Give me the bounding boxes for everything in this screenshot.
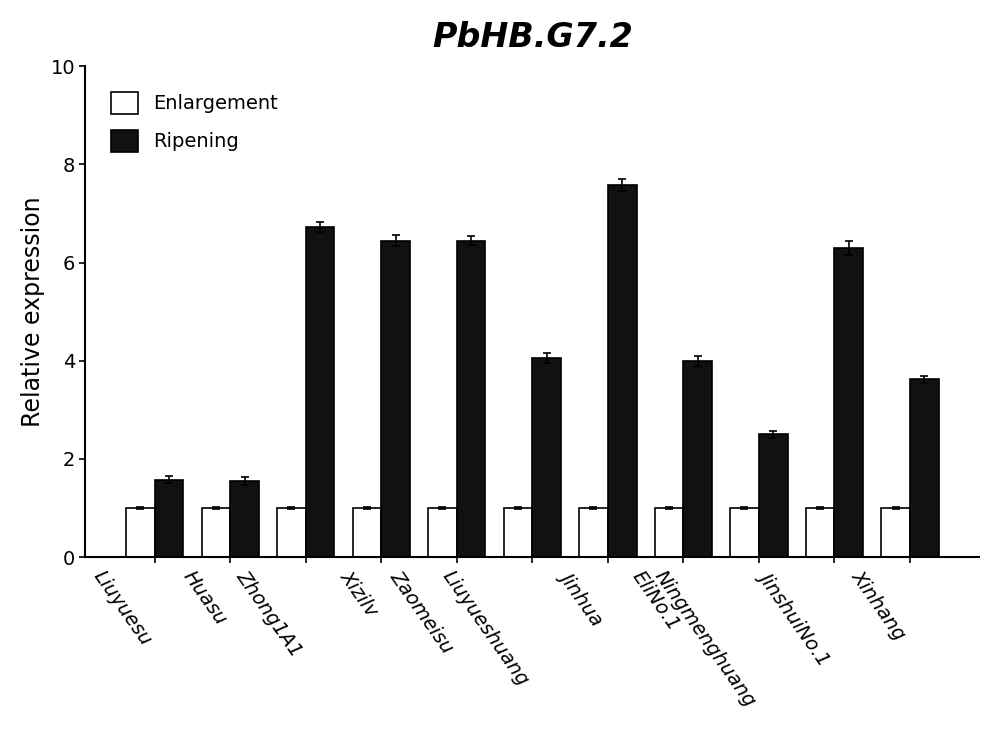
Bar xyxy=(428,508,457,557)
Bar xyxy=(230,481,259,557)
Bar xyxy=(202,508,230,557)
Bar xyxy=(457,241,485,557)
Bar xyxy=(306,227,334,557)
Bar xyxy=(759,434,788,557)
Bar xyxy=(730,508,759,557)
Bar xyxy=(683,361,712,557)
Bar xyxy=(277,508,306,557)
Bar xyxy=(806,508,834,557)
Y-axis label: Relative expression: Relative expression xyxy=(21,196,45,427)
Bar xyxy=(353,508,381,557)
Bar xyxy=(910,379,939,557)
Bar xyxy=(126,508,155,557)
Title: PbHB.G7.2: PbHB.G7.2 xyxy=(432,20,633,54)
Bar xyxy=(881,508,910,557)
Bar xyxy=(834,248,863,557)
Bar xyxy=(532,359,561,557)
Bar xyxy=(155,479,183,557)
Bar xyxy=(579,508,608,557)
Bar xyxy=(504,508,532,557)
Bar xyxy=(608,185,637,557)
Bar xyxy=(381,241,410,557)
Legend: Enlargement, Ripening: Enlargement, Ripening xyxy=(95,76,294,168)
Bar xyxy=(655,508,683,557)
